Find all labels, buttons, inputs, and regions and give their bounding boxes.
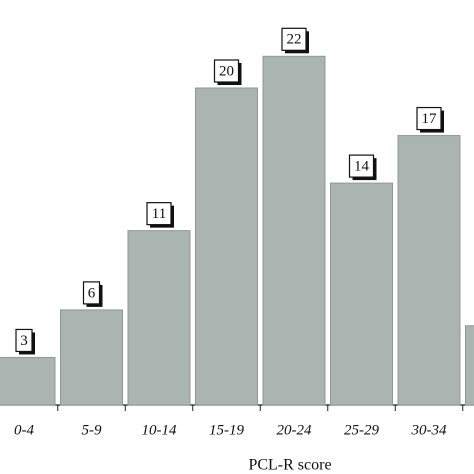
label-box <box>213 59 240 83</box>
bar <box>195 87 258 406</box>
bar <box>262 55 326 406</box>
bar <box>60 309 123 406</box>
bar <box>0 356 56 406</box>
x-tick-label: 25-29 <box>344 422 379 438</box>
bar <box>127 230 191 406</box>
label-box <box>416 106 442 131</box>
value-label: 6 <box>88 285 96 301</box>
bar <box>465 325 474 406</box>
value-label: 20 <box>219 63 234 79</box>
x-tick-label: 5-9 <box>82 422 102 438</box>
bar <box>330 182 393 406</box>
x-tick-label: 0-4 <box>14 422 34 438</box>
value-label: 17 <box>422 111 438 127</box>
value-label: 14 <box>354 159 370 175</box>
label-box <box>146 202 172 226</box>
label-box <box>281 27 307 51</box>
x-tick-label: 10-14 <box>142 422 177 438</box>
bar <box>397 135 461 406</box>
value-label: 22 <box>287 32 302 48</box>
label-box <box>82 281 101 305</box>
x-tick-label: 30-34 <box>411 422 447 438</box>
x-axis-label: PCL-R score <box>248 457 331 474</box>
x-tick-label: 20-24 <box>277 422 312 438</box>
value-label: 11 <box>152 206 166 222</box>
value-label: 3 <box>20 333 28 349</box>
x-tick-label: 15-19 <box>209 422 244 438</box>
label-box <box>348 154 375 178</box>
label-box <box>15 328 33 353</box>
